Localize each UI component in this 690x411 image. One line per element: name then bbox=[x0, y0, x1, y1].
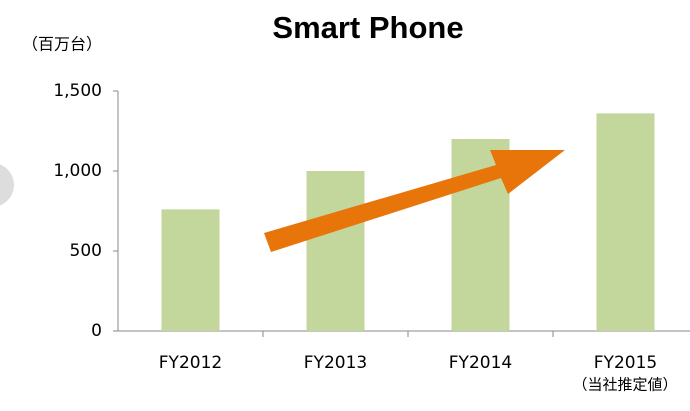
y-tick-label: 500 bbox=[70, 241, 102, 261]
x-tick-label: FY2012 bbox=[159, 353, 222, 373]
bar bbox=[306, 171, 365, 331]
x-tick-label: FY2013 bbox=[304, 353, 367, 373]
chart-title: Smart Phone bbox=[272, 10, 463, 45]
x-tick-label: FY2014 bbox=[449, 353, 512, 373]
bar bbox=[161, 209, 220, 331]
x-tick-label: FY2015 bbox=[594, 353, 657, 373]
y-tick-label: 1,000 bbox=[53, 161, 102, 181]
y-axis-label: （百万台） bbox=[22, 35, 102, 54]
y-tick-label: 1,500 bbox=[53, 81, 102, 101]
plot: 0 500 1,000 1,500 FY2012 FY2013 FY2014 FY2015 bbox=[53, 81, 690, 373]
arrow bbox=[264, 150, 565, 252]
annotation: （当社推定値） bbox=[572, 376, 677, 394]
y-tick-label: 0 bbox=[91, 321, 102, 341]
decoration bbox=[0, 164, 14, 206]
bar bbox=[596, 113, 655, 332]
